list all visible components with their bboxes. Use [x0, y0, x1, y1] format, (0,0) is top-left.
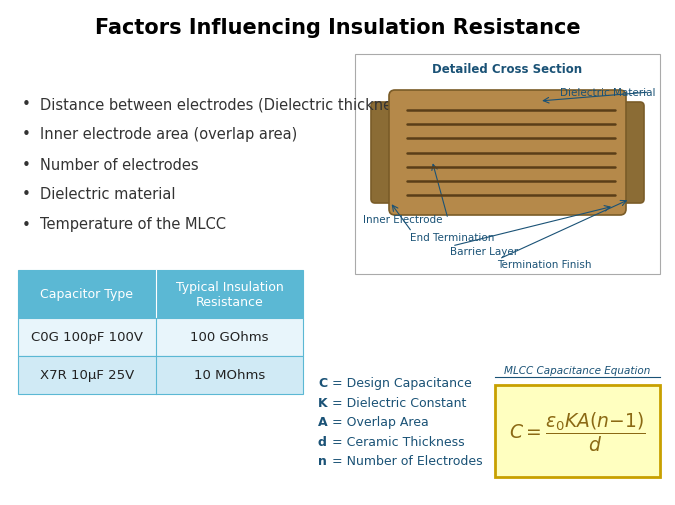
Text: Inner Electrode: Inner Electrode — [363, 215, 443, 225]
FancyBboxPatch shape — [604, 103, 644, 204]
Text: Distance between electrodes (Dielectric thickness): Distance between electrodes (Dielectric … — [40, 97, 413, 112]
FancyBboxPatch shape — [495, 385, 660, 477]
Text: Capacitor Type: Capacitor Type — [40, 288, 134, 301]
Text: C: C — [318, 377, 327, 390]
Text: Termination Finish: Termination Finish — [497, 260, 591, 270]
Text: 100 GOhms: 100 GOhms — [190, 331, 269, 344]
Text: n: n — [318, 454, 327, 468]
Text: End Termination: End Termination — [410, 232, 494, 242]
Text: •: • — [22, 127, 31, 142]
FancyBboxPatch shape — [371, 103, 411, 204]
Text: •: • — [22, 97, 31, 112]
Text: $\mathit{C} = \dfrac{\varepsilon_0\mathit{KA}(\mathit{n}{-}1)}{\mathit{d}}$: $\mathit{C} = \dfrac{\varepsilon_0\mathi… — [510, 410, 646, 452]
FancyBboxPatch shape — [18, 357, 303, 394]
FancyBboxPatch shape — [355, 55, 660, 274]
Text: •: • — [22, 157, 31, 172]
Text: Typical Insulation
Resistance: Typical Insulation Resistance — [176, 280, 284, 309]
Text: X7R 10μF 25V: X7R 10μF 25V — [40, 369, 134, 382]
FancyBboxPatch shape — [18, 318, 303, 357]
Text: Barrier Layer: Barrier Layer — [450, 246, 518, 257]
Text: •: • — [22, 217, 31, 232]
Text: d: d — [318, 435, 327, 448]
Text: Temperature of the MLCC: Temperature of the MLCC — [40, 217, 226, 232]
Text: Factors Influencing Insulation Resistance: Factors Influencing Insulation Resistanc… — [95, 18, 580, 38]
FancyBboxPatch shape — [18, 271, 303, 318]
FancyBboxPatch shape — [389, 91, 626, 216]
Text: Inner electrode area (overlap area): Inner electrode area (overlap area) — [40, 127, 297, 142]
Text: 10 MOhms: 10 MOhms — [194, 369, 265, 382]
Text: = Ceramic Thickness: = Ceramic Thickness — [328, 435, 464, 448]
Text: C0G 100pF 100V: C0G 100pF 100V — [31, 331, 143, 344]
Text: A: A — [318, 416, 327, 429]
Text: Detailed Cross Section: Detailed Cross Section — [433, 63, 583, 76]
Text: = Design Capacitance: = Design Capacitance — [328, 377, 472, 390]
Text: Dielectric material: Dielectric material — [40, 187, 176, 202]
Text: K: K — [318, 396, 327, 409]
Text: Number of electrodes: Number of electrodes — [40, 157, 198, 172]
Text: •: • — [22, 187, 31, 202]
Text: = Number of Electrodes: = Number of Electrodes — [328, 454, 483, 468]
Text: = Overlap Area: = Overlap Area — [328, 416, 429, 429]
Text: = Dielectric Constant: = Dielectric Constant — [328, 396, 466, 409]
Text: Dielectric Material: Dielectric Material — [560, 88, 655, 98]
Text: MLCC Capacitance Equation: MLCC Capacitance Equation — [504, 365, 651, 375]
